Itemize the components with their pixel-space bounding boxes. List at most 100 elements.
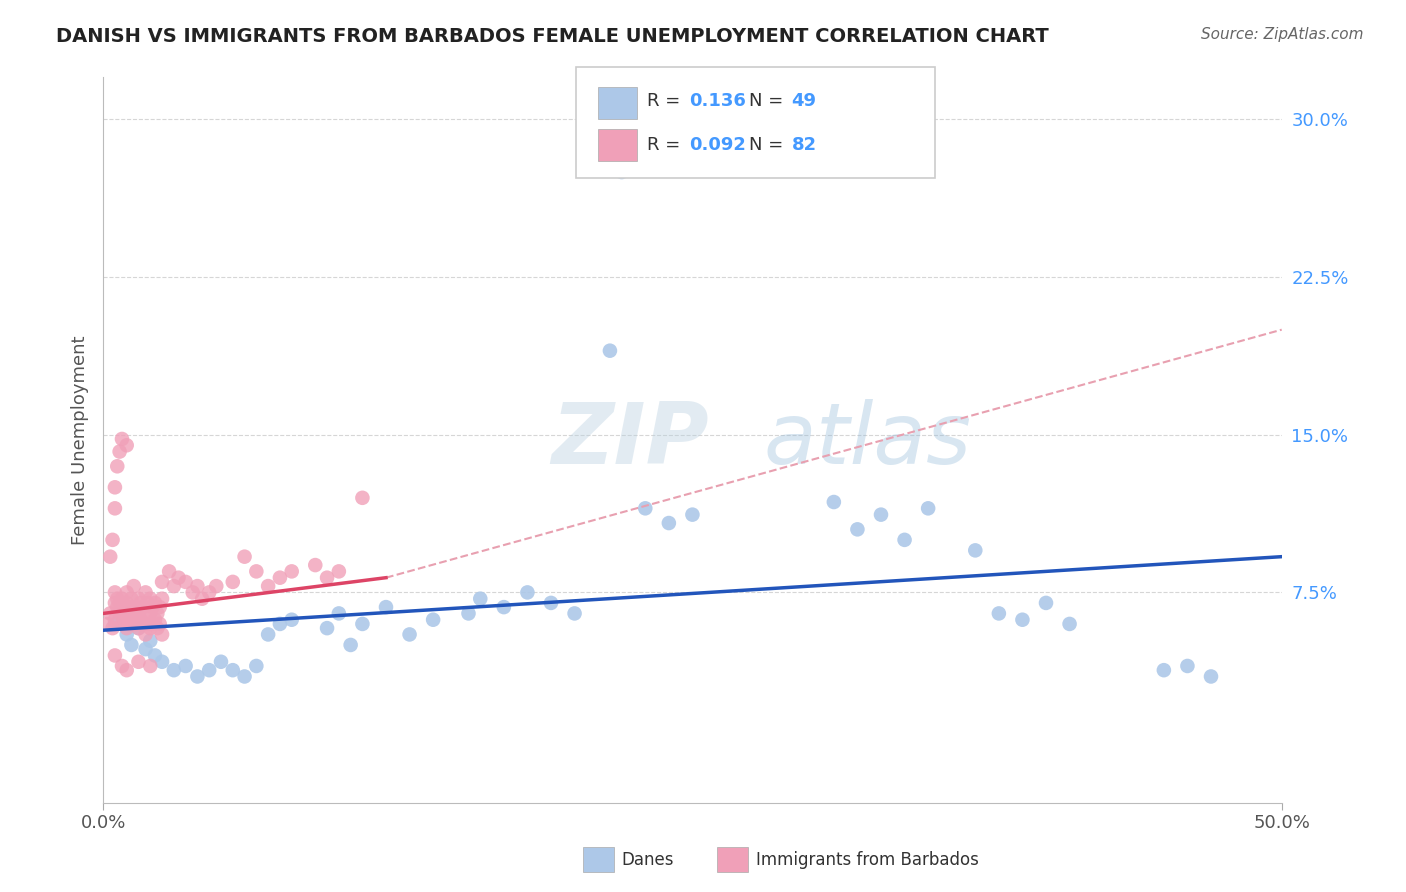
Point: [987, 607, 1010, 621]
Point: [132, 600, 155, 615]
Point: [98, 607, 121, 621]
Point: [1199, 669, 1222, 683]
Point: [127, 591, 149, 606]
Point: [115, 663, 138, 677]
Point: [186, 669, 208, 683]
Point: [492, 600, 515, 615]
Point: [257, 627, 280, 641]
Point: [104, 596, 127, 610]
Point: [167, 571, 190, 585]
Point: [150, 591, 173, 606]
Point: [105, 459, 128, 474]
Text: 82: 82: [792, 136, 817, 153]
Point: [209, 655, 232, 669]
Point: [139, 633, 162, 648]
Point: [198, 663, 221, 677]
Point: [157, 565, 180, 579]
Point: [352, 491, 374, 505]
Point: [893, 533, 915, 547]
Point: [111, 616, 134, 631]
Point: [135, 607, 157, 621]
Point: [127, 655, 149, 669]
Point: [422, 613, 444, 627]
Point: [316, 621, 339, 635]
Point: [599, 343, 621, 358]
Point: [150, 627, 173, 641]
Point: [965, 543, 987, 558]
Point: [111, 604, 134, 618]
Point: [280, 565, 302, 579]
Text: Source: ZipAtlas.com: Source: ZipAtlas.com: [1201, 27, 1364, 42]
Text: 0.092: 0.092: [689, 136, 745, 153]
Text: 49: 49: [792, 92, 817, 110]
Point: [222, 574, 245, 589]
Point: [142, 616, 165, 631]
Point: [115, 596, 138, 610]
Point: [143, 648, 166, 663]
Point: [658, 516, 681, 530]
Point: [339, 638, 361, 652]
Point: [139, 659, 162, 673]
Point: [118, 600, 141, 615]
Point: [233, 669, 256, 683]
Point: [122, 579, 145, 593]
Point: [245, 659, 267, 673]
Point: [120, 591, 142, 606]
Point: [163, 663, 186, 677]
Point: [375, 600, 398, 615]
Text: R =: R =: [647, 136, 686, 153]
Point: [146, 621, 169, 635]
Point: [316, 571, 339, 585]
Point: [150, 574, 173, 589]
Point: [917, 501, 939, 516]
Point: [111, 659, 134, 673]
Point: [139, 621, 162, 635]
Point: [125, 616, 148, 631]
Text: R =: R =: [647, 92, 686, 110]
Text: Immigrants from Barbados: Immigrants from Barbados: [756, 851, 980, 869]
Point: [610, 165, 633, 179]
Point: [634, 501, 657, 516]
Point: [129, 596, 152, 610]
Point: [115, 438, 138, 452]
Point: [1011, 613, 1033, 627]
Text: ZIP: ZIP: [551, 399, 709, 482]
Point: [104, 648, 127, 663]
Y-axis label: Female Unemployment: Female Unemployment: [72, 335, 89, 545]
Text: N =: N =: [749, 136, 789, 153]
Point: [122, 607, 145, 621]
Point: [111, 432, 134, 446]
Point: [1035, 596, 1057, 610]
Point: [115, 627, 138, 641]
Point: [540, 596, 562, 610]
Point: [174, 574, 197, 589]
Point: [127, 621, 149, 635]
Point: [120, 613, 142, 627]
Point: [280, 613, 302, 627]
Point: [108, 596, 131, 610]
Point: [186, 579, 208, 593]
Point: [174, 659, 197, 673]
Point: [870, 508, 893, 522]
Point: [181, 585, 204, 599]
Point: [115, 621, 138, 635]
Point: [101, 533, 124, 547]
Point: [135, 585, 157, 599]
Point: [136, 596, 159, 610]
Text: Danes: Danes: [621, 851, 673, 869]
Point: [108, 444, 131, 458]
Point: [191, 591, 214, 606]
Point: [104, 613, 127, 627]
Text: N =: N =: [749, 92, 789, 110]
Point: [136, 616, 159, 631]
Point: [98, 549, 121, 564]
Point: [257, 579, 280, 593]
Point: [104, 585, 127, 599]
Point: [120, 638, 142, 652]
Point: [457, 607, 479, 621]
Point: [135, 627, 157, 641]
Point: [1059, 616, 1081, 631]
Point: [269, 571, 291, 585]
Text: atlas: atlas: [763, 399, 972, 482]
Point: [846, 522, 869, 536]
